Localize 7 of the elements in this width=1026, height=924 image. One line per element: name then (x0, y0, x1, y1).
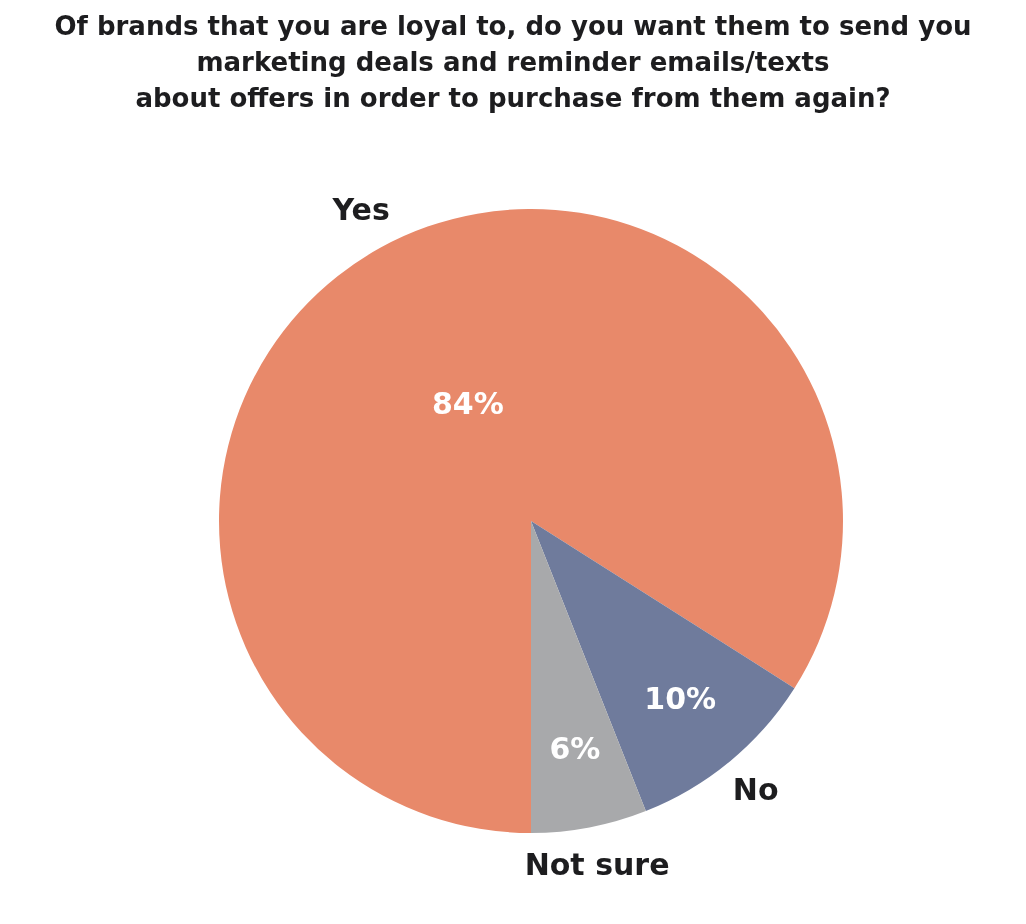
data-label: 84% (431, 385, 504, 421)
data-label: 10% (644, 681, 717, 717)
slice-label: No (732, 772, 779, 808)
data-label: 6% (549, 730, 601, 766)
chart-title: Of brands that you are loyal to, do you want them to send you marketing deals and reminder emails/texts about offers in order to purchase from them again? (53, 10, 973, 115)
slice-label: Not sure (524, 847, 670, 883)
slice-label: Yes (331, 191, 390, 227)
